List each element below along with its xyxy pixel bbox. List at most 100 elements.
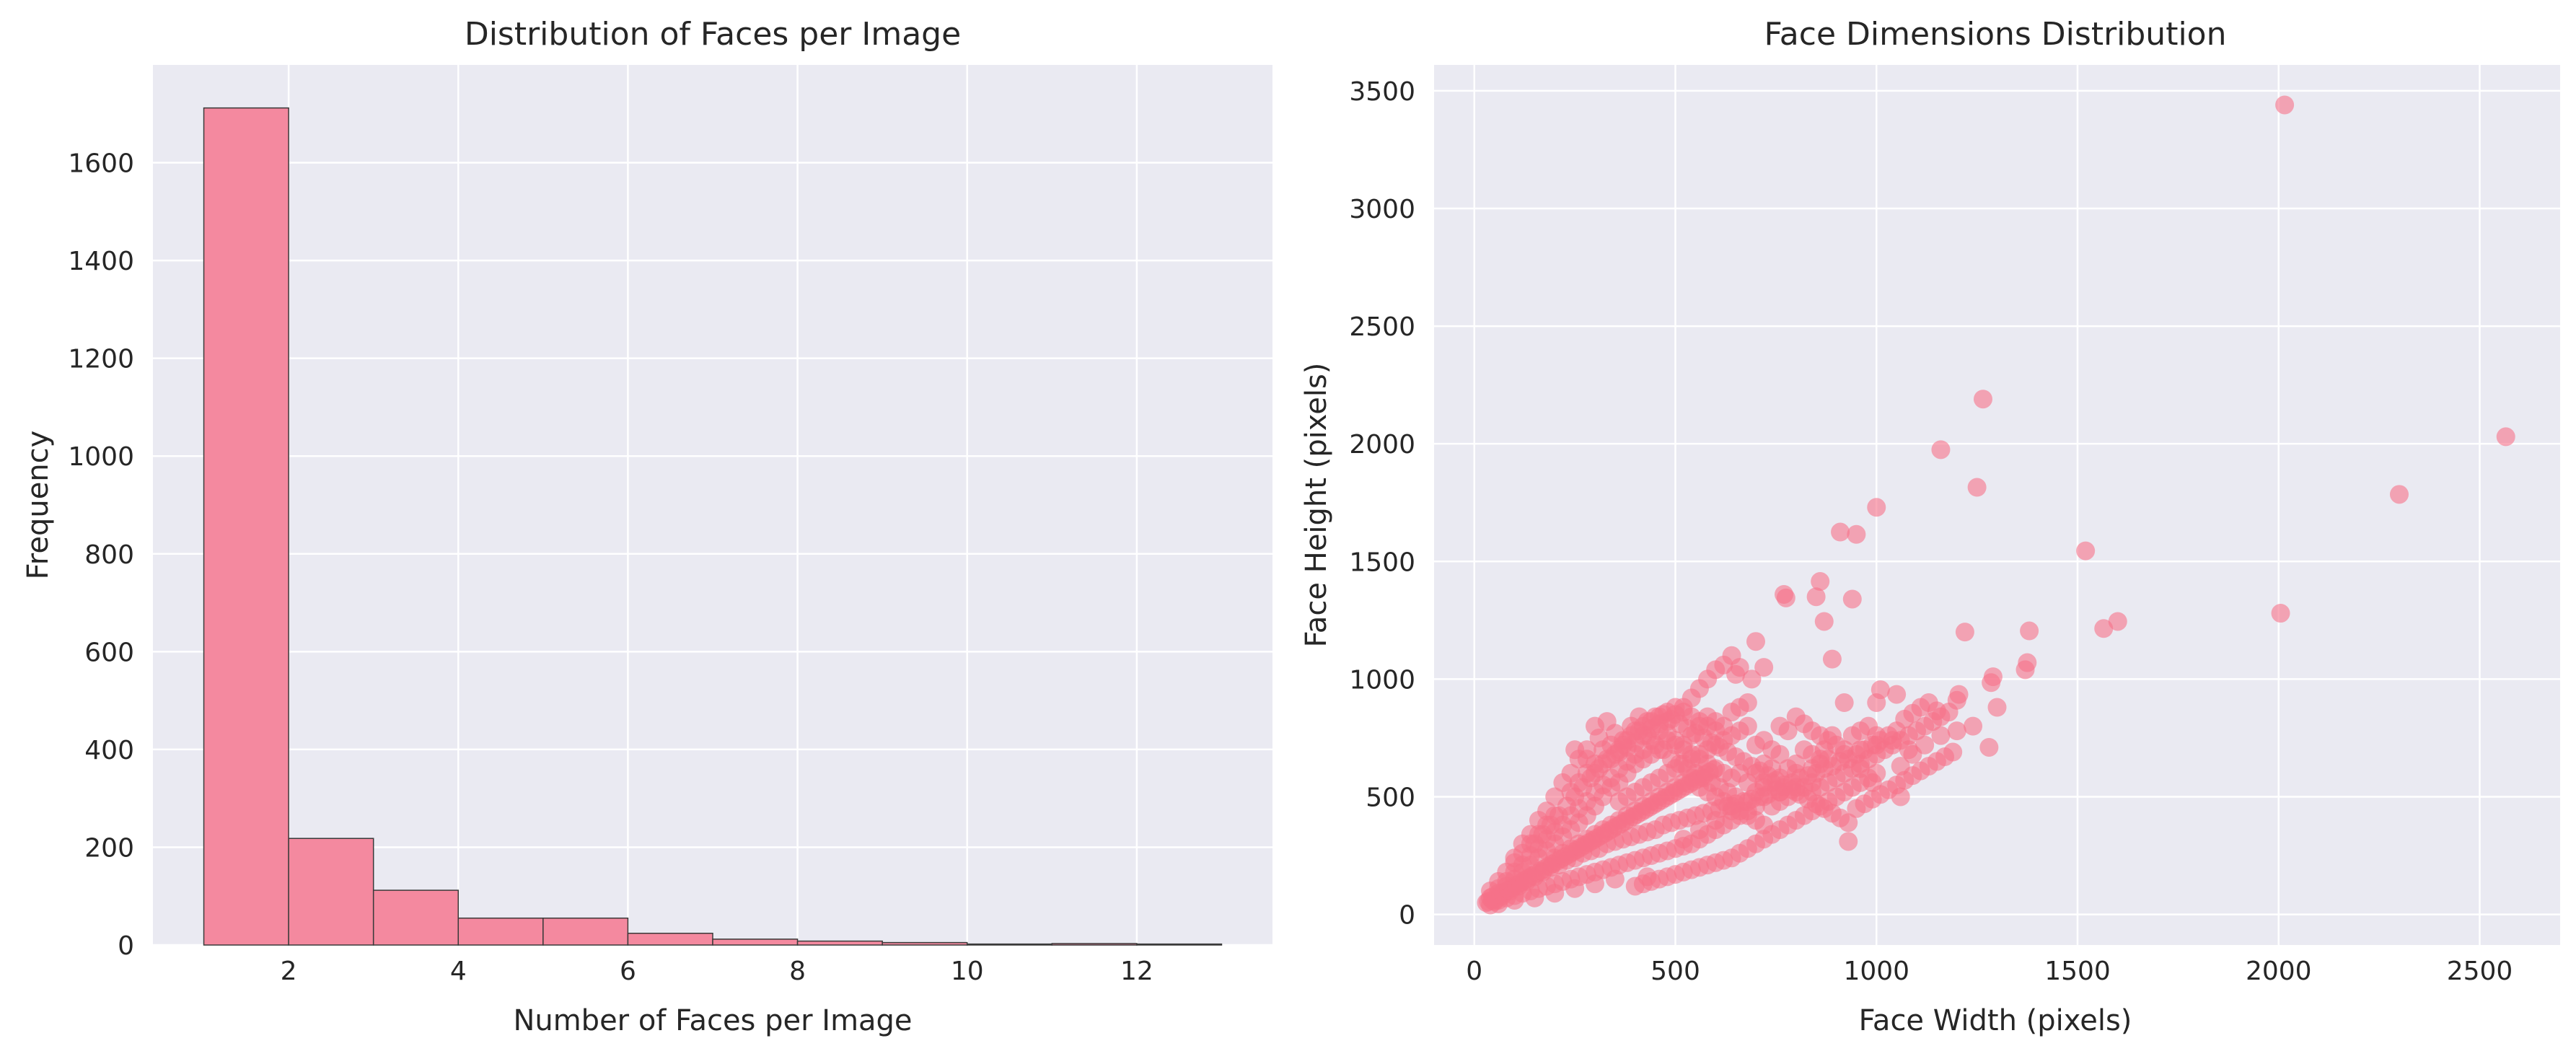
y-tick-label: 0 — [1399, 901, 1415, 931]
scatter-point — [1847, 524, 1866, 544]
scatter-point — [1899, 740, 1918, 760]
y-tick-label: 200 — [84, 833, 134, 863]
scatter-point — [1545, 884, 1565, 903]
scatter-point — [1776, 588, 1795, 607]
x-tick-label: 1500 — [2044, 957, 2111, 986]
scatter-point — [1931, 726, 1951, 745]
scatter-point — [1803, 759, 1822, 778]
x-tick-label: 0 — [1466, 957, 1482, 986]
scatter-point — [1887, 685, 1907, 704]
histogram-bar — [457, 917, 544, 946]
scatter-point — [1706, 811, 1726, 830]
scatter-gridlines — [1434, 65, 2560, 945]
scatter-point — [1867, 693, 1886, 713]
scatter-point — [1867, 498, 1886, 517]
scatter-point — [1706, 721, 1726, 741]
histogram-plot-area — [153, 65, 1272, 945]
y-tick-label: 600 — [84, 638, 134, 667]
histogram-bar — [966, 943, 1053, 946]
scatter-point — [1814, 612, 1834, 631]
histogram-bar — [796, 940, 883, 946]
y-tick-label: 1200 — [68, 345, 134, 374]
scatter-point — [1742, 669, 1762, 689]
scatter-point — [1770, 744, 1790, 764]
scatter-point — [1565, 879, 1585, 898]
scatter-point — [1883, 731, 1902, 750]
y-tick-label: 3500 — [1349, 77, 1415, 107]
scatter-point — [1738, 693, 1757, 713]
histogram-bar — [712, 939, 799, 946]
scatter-point — [1586, 874, 1604, 894]
histogram-bar — [882, 941, 968, 946]
scatter-plot-area — [1434, 65, 2560, 945]
scatter-point — [2094, 619, 2114, 638]
scatter-point — [1754, 658, 1774, 677]
scatter-point — [1481, 881, 1500, 900]
y-tick-label: 2000 — [1349, 430, 1415, 460]
x-tick-label: 6 — [620, 957, 636, 986]
y-tick-label: 0 — [118, 931, 134, 961]
x-tick-label: 2 — [281, 957, 297, 986]
x-tick-label: 8 — [789, 957, 806, 986]
x-tick-label: 4 — [450, 957, 467, 986]
scatter-point — [1746, 632, 1765, 651]
scatter-point — [1850, 740, 1870, 760]
scatter-point — [1982, 673, 2001, 693]
scatter-point — [1770, 782, 1790, 801]
scatter-point — [2020, 621, 2039, 641]
scatter-point — [1605, 869, 1625, 889]
scatter-point — [1979, 737, 1999, 757]
scatter-point — [1638, 867, 1657, 887]
scatter-point — [1722, 801, 1741, 821]
histogram-y-axis-label: Frequency — [22, 431, 55, 580]
scatter-point — [1964, 716, 1983, 736]
histogram-bar — [1051, 943, 1138, 946]
scatter-point — [1819, 750, 1838, 769]
scatter-point — [1754, 731, 1774, 750]
scatter-point — [2390, 485, 2409, 504]
y-tick-label: 1000 — [68, 442, 134, 472]
histogram-chart: 2 4 6 8 10 12 0 200 400 600 800 1000 1200 1400 1600 D… — [22, 16, 1272, 1037]
histogram-bar — [1136, 943, 1223, 946]
scatter-point — [1704, 760, 1723, 779]
x-tick-label: 2000 — [2246, 957, 2312, 986]
scatter-point — [1867, 735, 1886, 755]
scatter-point — [1839, 813, 1858, 832]
histogram-y-ticks: 0 200 400 600 800 1000 1200 1400 1600 — [68, 149, 134, 961]
x-tick-label: 500 — [1650, 957, 1700, 986]
scatter-point — [1839, 832, 1858, 851]
scatter-point — [1834, 693, 1854, 713]
scatter-y-ticks: 0 500 1000 1500 2000 2500 3000 3500 — [1349, 77, 1415, 931]
scatter-point — [2271, 604, 2290, 623]
scatter-point — [1939, 703, 1959, 722]
scatter-point — [2496, 427, 2515, 447]
histogram-bar — [372, 889, 460, 946]
scatter-point — [1943, 742, 1963, 762]
scatter-point — [1770, 716, 1790, 736]
y-tick-label: 2500 — [1349, 312, 1415, 342]
x-tick-label: 1000 — [1843, 957, 1909, 986]
scatter-y-axis-label: Face Height (pixels) — [1300, 363, 1333, 648]
x-tick-label: 10 — [951, 957, 984, 986]
scatter-point — [2275, 95, 2295, 115]
scatter-point — [1955, 623, 1974, 642]
scatter-point — [1915, 735, 1935, 755]
histogram-title: Distribution of Faces per Image — [465, 16, 961, 53]
scatter-point — [1931, 440, 1951, 460]
y-tick-label: 1500 — [1349, 548, 1415, 577]
y-tick-label: 800 — [84, 540, 134, 570]
scatter-point — [1987, 698, 2007, 717]
scatter-point — [1822, 649, 1842, 669]
scatter-point — [1834, 744, 1854, 764]
scatter-point — [1973, 390, 1992, 409]
y-tick-label: 500 — [1366, 783, 1415, 812]
scatter-point — [2108, 612, 2127, 631]
x-tick-label: 2500 — [2447, 957, 2513, 986]
scatter-point — [1842, 589, 1862, 609]
scatter-point — [1947, 721, 1966, 741]
scatter-point — [1525, 888, 1544, 908]
histogram-x-ticks: 2 4 6 8 10 12 — [281, 957, 1153, 986]
histogram-x-axis-label: Number of Faces per Image — [513, 1004, 912, 1037]
scatter-point — [1811, 572, 1830, 592]
